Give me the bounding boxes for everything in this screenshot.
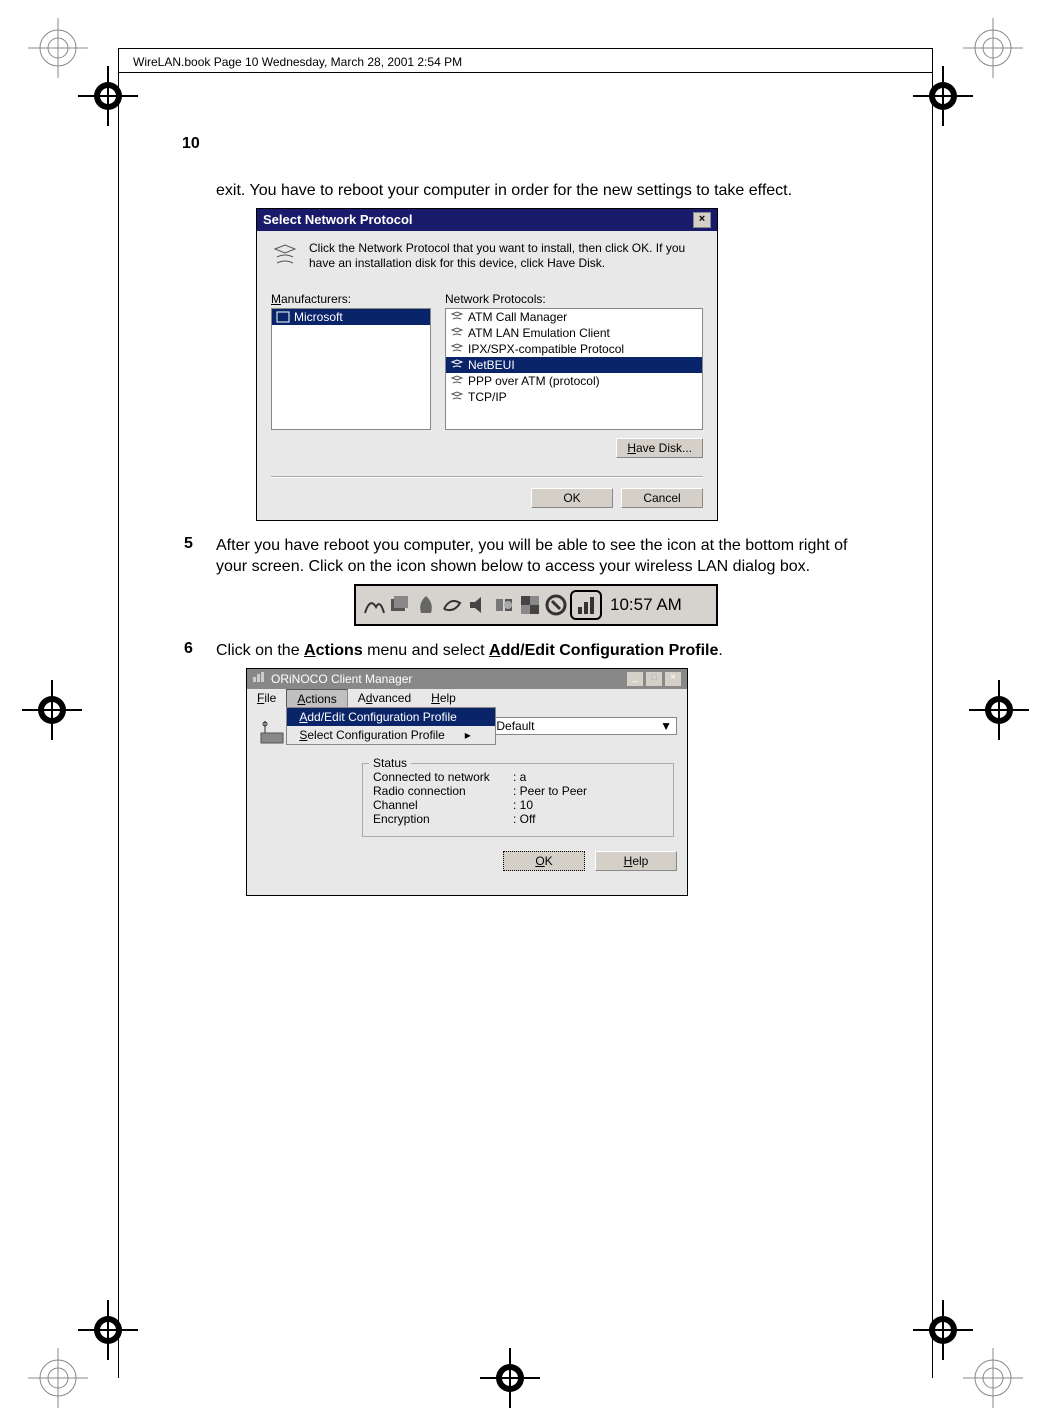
profile-dropdown[interactable]: Default ▼ bbox=[491, 717, 677, 735]
select-network-protocol-dialog: Select Network Protocol × Click the Netw… bbox=[256, 208, 718, 521]
status-line: Radio connection: Peer to Peer bbox=[373, 784, 663, 798]
reg-mark-icon bbox=[969, 680, 1029, 740]
chevron-down-icon: ▼ bbox=[660, 719, 672, 733]
tray-icon[interactable] bbox=[518, 593, 542, 617]
manufacturer-label: Microsoft bbox=[294, 310, 343, 324]
dialog-title: ORiNOCO Client Manager bbox=[271, 672, 412, 686]
reg-mark-icon bbox=[78, 66, 138, 126]
manufacturers-listbox[interactable]: Microsoft bbox=[271, 308, 431, 430]
tray-icon[interactable] bbox=[544, 593, 568, 617]
menu-file[interactable]: File bbox=[247, 689, 286, 709]
paragraph-exit: exit. You have to reboot your computer i… bbox=[216, 180, 856, 202]
frame-line bbox=[932, 48, 933, 1378]
tray-icon[interactable] bbox=[362, 593, 386, 617]
protocol-icon bbox=[450, 327, 464, 339]
divider bbox=[271, 476, 703, 478]
status-line: Connected to network: a bbox=[373, 770, 663, 784]
menu-advanced[interactable]: Advanced bbox=[348, 689, 421, 709]
manufacturer-item[interactable]: Microsoft bbox=[272, 309, 430, 325]
protocol-icon bbox=[450, 311, 464, 323]
reg-mark-icon bbox=[22, 680, 82, 740]
frame-line bbox=[118, 72, 933, 73]
help-button[interactable]: Help bbox=[595, 851, 677, 871]
menu-actions[interactable]: Actions Add/Edit Configuration Profile S… bbox=[286, 689, 347, 709]
frame-line bbox=[118, 48, 933, 49]
crop-mark-icon bbox=[28, 1348, 88, 1408]
menu-bar: File Actions Add/Edit Configuration Prof… bbox=[247, 689, 687, 709]
dialog-titlebar: Select Network Protocol × bbox=[257, 209, 717, 231]
dialog-title: Select Network Protocol bbox=[263, 212, 413, 227]
protocol-icon bbox=[450, 375, 464, 387]
dialog-titlebar: ORiNOCO Client Manager _ □ × bbox=[247, 669, 687, 689]
wireless-icon bbox=[257, 719, 287, 747]
protocol-item[interactable]: TCP/IP bbox=[446, 389, 702, 405]
menu-add-edit-profile[interactable]: Add/Edit Configuration Profile bbox=[287, 708, 494, 726]
frame-line bbox=[118, 48, 119, 1378]
ok-button[interactable]: OK bbox=[503, 851, 585, 871]
protocol-item[interactable]: PPP over ATM (protocol) bbox=[446, 373, 702, 389]
protocols-label: Network Protocols: bbox=[445, 292, 703, 306]
protocol-item[interactable]: IPX/SPX-compatible Protocol bbox=[446, 341, 702, 357]
status-line: Encryption: Off bbox=[373, 812, 663, 826]
crop-mark-icon bbox=[963, 1348, 1023, 1408]
page-number: 10 bbox=[182, 135, 200, 153]
protocol-icon bbox=[450, 391, 464, 403]
tray-icon[interactable] bbox=[414, 593, 438, 617]
reg-mark-icon bbox=[480, 1348, 540, 1408]
protocol-item[interactable]: ATM Call Manager bbox=[446, 309, 702, 325]
profile-value: Default bbox=[496, 719, 534, 733]
status-group: Status Connected to network: aRadio conn… bbox=[362, 763, 674, 837]
actions-dropdown: Add/Edit Configuration Profile Select Co… bbox=[286, 707, 495, 745]
clock: 10:57 AM bbox=[610, 595, 682, 615]
network-protocol-icon bbox=[271, 241, 299, 272]
step-number: 5 bbox=[184, 535, 216, 553]
status-title: Status bbox=[369, 756, 411, 770]
minimize-button[interactable]: _ bbox=[626, 671, 644, 687]
menu-help[interactable]: Help bbox=[421, 689, 466, 709]
vendor-icon bbox=[276, 311, 290, 323]
close-button[interactable]: × bbox=[664, 671, 682, 687]
status-line: Channel: 10 bbox=[373, 798, 663, 812]
app-icon bbox=[252, 671, 266, 686]
cancel-button[interactable]: Cancel bbox=[621, 488, 703, 508]
tray-icon[interactable] bbox=[492, 593, 516, 617]
maximize-button[interactable]: □ bbox=[645, 671, 663, 687]
running-header: WireLAN.book Page 10 Wednesday, March 28… bbox=[133, 55, 462, 69]
protocol-icon bbox=[450, 359, 464, 371]
protocol-item[interactable]: NetBEUI bbox=[446, 357, 702, 373]
step-5-text: After you have reboot you computer, you … bbox=[216, 535, 856, 578]
ok-button[interactable]: OK bbox=[531, 488, 613, 508]
protocol-icon bbox=[450, 343, 464, 355]
volume-icon[interactable] bbox=[466, 593, 490, 617]
dialog-instruction: Click the Network Protocol that you want… bbox=[309, 241, 703, 272]
close-button[interactable]: × bbox=[693, 212, 711, 228]
menu-select-profile[interactable]: Select Configuration Profile▸ bbox=[287, 726, 494, 744]
step-number: 6 bbox=[184, 640, 216, 658]
reg-mark-icon bbox=[913, 66, 973, 126]
step-6-text: Click on the Actions menu and select Add… bbox=[216, 640, 723, 662]
system-tray: 10:57 AM bbox=[354, 584, 718, 626]
manufacturers-label: Manufacturers: bbox=[271, 292, 431, 306]
tray-icon[interactable] bbox=[388, 593, 412, 617]
tray-icon[interactable] bbox=[440, 593, 464, 617]
orinoco-client-manager-dialog: ORiNOCO Client Manager _ □ × File Action… bbox=[246, 668, 688, 896]
wireless-tray-icon[interactable] bbox=[570, 590, 602, 620]
protocols-listbox[interactable]: ATM Call ManagerATM LAN Emulation Client… bbox=[445, 308, 703, 430]
have-disk-button[interactable]: Have Disk... bbox=[616, 438, 703, 458]
protocol-item[interactable]: ATM LAN Emulation Client bbox=[446, 325, 702, 341]
